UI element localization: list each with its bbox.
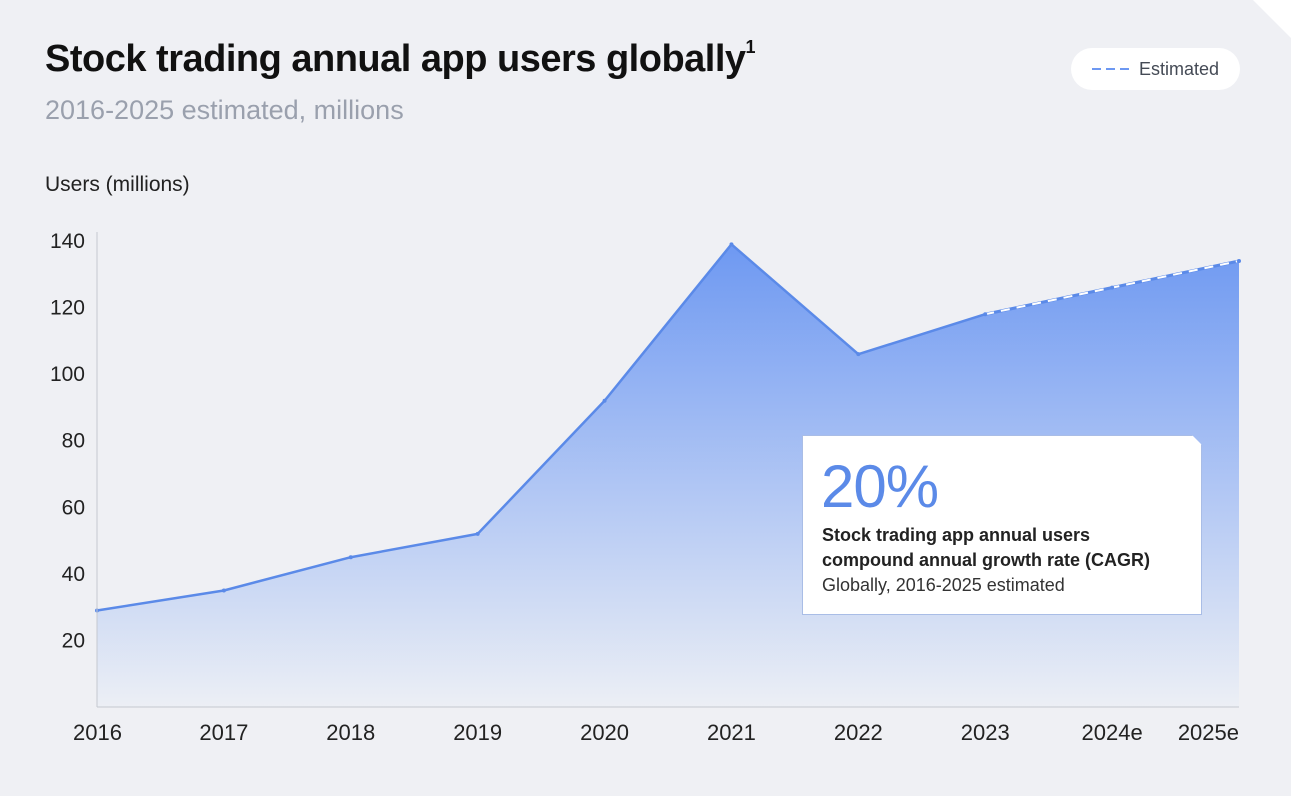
- chart-subtitle: 2016-2025 estimated, millions: [45, 95, 404, 125]
- cagr-value: 20%: [821, 453, 939, 520]
- y-tick-label-100: 100: [50, 363, 85, 386]
- cagr-scope-note: Globally, 2016-2025 estimated: [822, 575, 1065, 595]
- x-tick-label-2025e: 2025e: [1178, 720, 1239, 745]
- chart-title-text: Stock trading annual app users globally: [45, 38, 746, 80]
- series-line-actual: [96, 243, 986, 612]
- x-tick-label-2024e: 2024e: [1082, 720, 1143, 745]
- y-tick-label-80: 80: [62, 430, 85, 453]
- x-tick-label-2021: 2021: [707, 720, 756, 745]
- y-tick-label-140: 140: [50, 230, 85, 253]
- data-point-2018: [348, 555, 353, 560]
- cagr-description-line2: compound annual growth rate (CAGR): [822, 550, 1150, 570]
- chart-title: Stock trading annual app users globally1: [45, 37, 756, 81]
- y-tick-label-40: 40: [62, 563, 85, 586]
- data-point-2024e: [1110, 285, 1115, 290]
- title-footnote-marker: 1: [745, 37, 756, 58]
- data-point-2025e: [1237, 258, 1241, 263]
- x-tick-label-2023: 2023: [961, 720, 1010, 745]
- x-tick-label-2019: 2019: [453, 720, 502, 745]
- legend: Estimated: [1071, 48, 1240, 90]
- x-tick-label-2017: 2017: [199, 720, 248, 745]
- x-tick-label-2020: 2020: [580, 720, 629, 745]
- cagr-callout: 20% Stock trading app annual users compo…: [802, 435, 1202, 615]
- data-point-2023: [983, 312, 988, 317]
- x-tick-label-2016: 2016: [73, 720, 122, 745]
- data-point-2020: [602, 398, 607, 403]
- corner-fold: [1253, 0, 1291, 38]
- y-tick-label-60: 60: [62, 496, 85, 519]
- y-tick-label-20: 20: [62, 629, 85, 652]
- dashed-line-icon: [1091, 68, 1129, 70]
- data-point-2017: [221, 588, 226, 593]
- y-axis-label: Users (millions): [45, 173, 190, 196]
- y-tick-label-120: 120: [50, 297, 85, 320]
- data-point-2019: [475, 531, 480, 536]
- data-point-2021: [729, 242, 734, 247]
- legend-label: Estimated: [1138, 58, 1220, 79]
- data-point-2022: [856, 352, 861, 357]
- cagr-description-line1: Stock trading app annual users: [822, 525, 1091, 545]
- x-tick-label-2022: 2022: [834, 720, 883, 745]
- x-tick-label-2018: 2018: [326, 720, 375, 745]
